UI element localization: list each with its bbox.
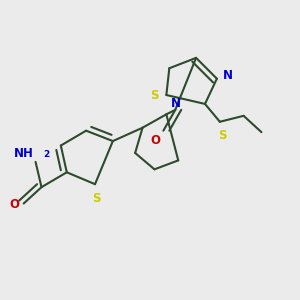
Text: S: S <box>150 88 159 101</box>
Text: 2: 2 <box>43 150 49 159</box>
Text: N: N <box>171 97 181 110</box>
Text: O: O <box>150 134 161 147</box>
Text: S: S <box>92 192 101 205</box>
Text: O: O <box>9 199 19 212</box>
Text: S: S <box>219 129 227 142</box>
Text: NH: NH <box>14 147 34 161</box>
Text: N: N <box>223 69 233 82</box>
